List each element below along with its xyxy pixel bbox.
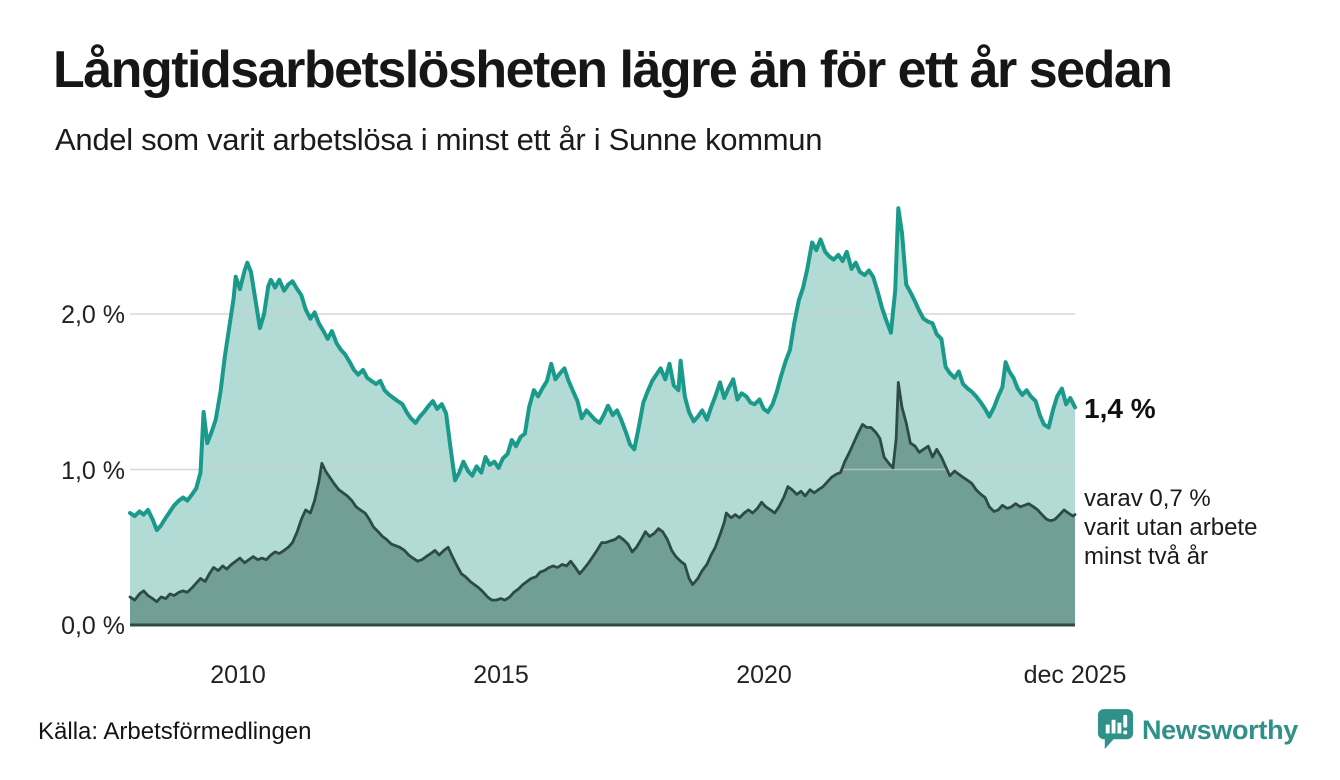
page-title: Långtidsarbetslösheten lägre än för ett … (53, 41, 1173, 99)
y-tick-label-1: 1,0 % (61, 456, 125, 485)
series-0-line (128, 206, 1077, 533)
chart-subtitle: Andel som varit arbetslösa i minst ett å… (55, 122, 823, 157)
newsworthy-logo: Newsworthy (1097, 708, 1298, 753)
y-tick-label-2: 2,0 % (61, 301, 125, 329)
latest-value-label: 1,4 % (1084, 393, 1156, 424)
gridlines (130, 313, 1075, 471)
y-tick-label-0: 0,0 % (61, 612, 125, 640)
series-1-line (128, 381, 1077, 604)
x-tick-label-2020: 2020 (736, 661, 792, 689)
newsworthy-logo-icon (1097, 708, 1134, 753)
secondary-value-label: varav 0,7 % varit utan arbete minst två … (1084, 485, 1258, 570)
source-attribution: Källa: Arbetsförmedlingen (38, 718, 312, 745)
x-tick-label-2015: 2015 (473, 661, 529, 689)
series-0-area (130, 208, 1075, 626)
series-1-area (130, 382, 1075, 625)
x-tick-label-dec-2025: dec 2025 (1023, 661, 1127, 689)
x-tick-label-2010: 2010 (210, 661, 266, 689)
newsworthy-wordmark: Newsworthy (1141, 715, 1298, 745)
